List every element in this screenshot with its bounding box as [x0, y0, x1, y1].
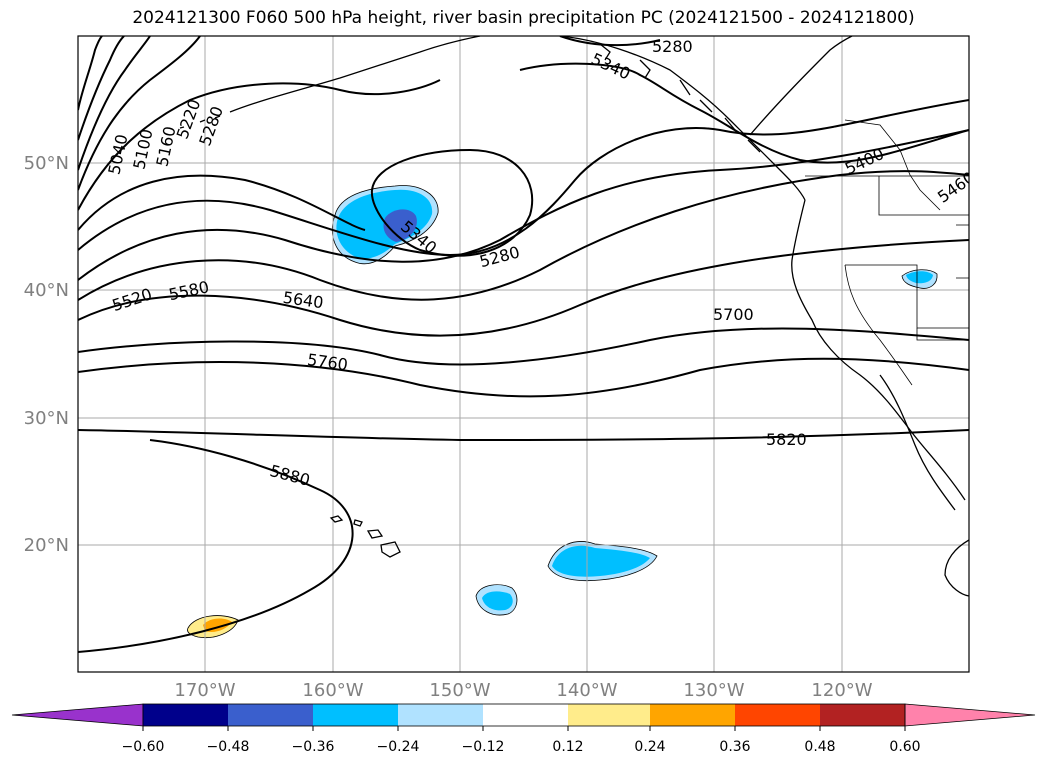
colorbar-tick-label: −0.12 [462, 739, 505, 755]
lat-label: 50°N [24, 153, 69, 174]
colorbar-tick-label: 0.60 [889, 739, 920, 755]
colorbar: −0.60 −0.48 −0.36 −0.24 −0.12 0.12 0.24 … [11, 703, 1036, 755]
lat-label: 20°N [24, 535, 69, 556]
colorbar-tick-label: −0.24 [377, 739, 420, 755]
boundaries [805, 119, 969, 386]
colorbar-tick-label: −0.48 [207, 739, 250, 755]
map-title: 2024121300 F060 500 hPa height, river ba… [132, 8, 915, 28]
precip-california [901, 269, 938, 289]
colorbar-tick-label: 0.12 [552, 739, 583, 755]
contour-label: 5280 [652, 37, 693, 56]
precip-gulf-alaska [331, 185, 439, 265]
precip-16n-147w [475, 584, 518, 616]
colorbar-tick-label: −0.36 [292, 739, 335, 755]
lon-labels: 170°W 160°W 150°W 140°W 130°W 120°W [174, 680, 872, 701]
height-contours [78, 36, 969, 653]
lat-label: 40°N [24, 280, 69, 301]
colorbar-tick-label: 0.36 [719, 739, 750, 755]
contour-label: 5880 [268, 461, 312, 490]
colorbar-segment [568, 704, 650, 726]
contour-label: 5520 [110, 284, 155, 315]
map-area: 5040 5100 5160 5220 5280 5280 5280 5340 … [78, 36, 969, 672]
colorbar-tick-label: 0.24 [634, 739, 665, 755]
colorbar-tick-label: 0.48 [804, 739, 835, 755]
colorbar-segment [143, 704, 228, 726]
lon-label: 140°W [556, 680, 617, 701]
colorbar-extend-min [11, 703, 144, 727]
precip-shading [187, 185, 938, 639]
precip-20n-140w [547, 541, 658, 582]
colorbar-tick-label: −0.60 [122, 739, 165, 755]
precip-14n-169w [187, 615, 239, 639]
colorbar-extend-max [904, 703, 1036, 727]
contour-label: 5640 [282, 288, 325, 312]
colorbar-segment [228, 704, 313, 726]
lon-label: 120°W [811, 680, 872, 701]
lon-label: 160°W [302, 680, 363, 701]
contour-label: 5820 [766, 430, 807, 449]
contour-label: 5580 [167, 277, 211, 304]
colorbar-frame [142, 703, 906, 727]
colorbar-segment [820, 704, 905, 726]
colorbar-segment [313, 704, 398, 726]
lon-label: 150°W [429, 680, 490, 701]
coastlines [179, 36, 969, 597]
contour-label: 5340 [588, 49, 633, 83]
contour-label: 5760 [306, 350, 349, 374]
colorbar-segment [483, 704, 568, 726]
lat-label: 30°N [24, 408, 69, 429]
gridlines [78, 36, 969, 672]
colorbar-segment [398, 704, 483, 726]
contour-label: 5040 [104, 133, 131, 177]
map-frame [77, 35, 970, 673]
colorbar-segment [650, 704, 735, 726]
lon-label: 170°W [174, 680, 235, 701]
lon-label: 130°W [683, 680, 744, 701]
contour-label: 5700 [713, 305, 754, 324]
lat-labels: 50°N 40°N 30°N 20°N [24, 153, 69, 556]
contour-labels: 5040 5100 5160 5220 5280 5280 5280 5340 … [104, 37, 969, 490]
colorbar-segment [735, 704, 820, 726]
